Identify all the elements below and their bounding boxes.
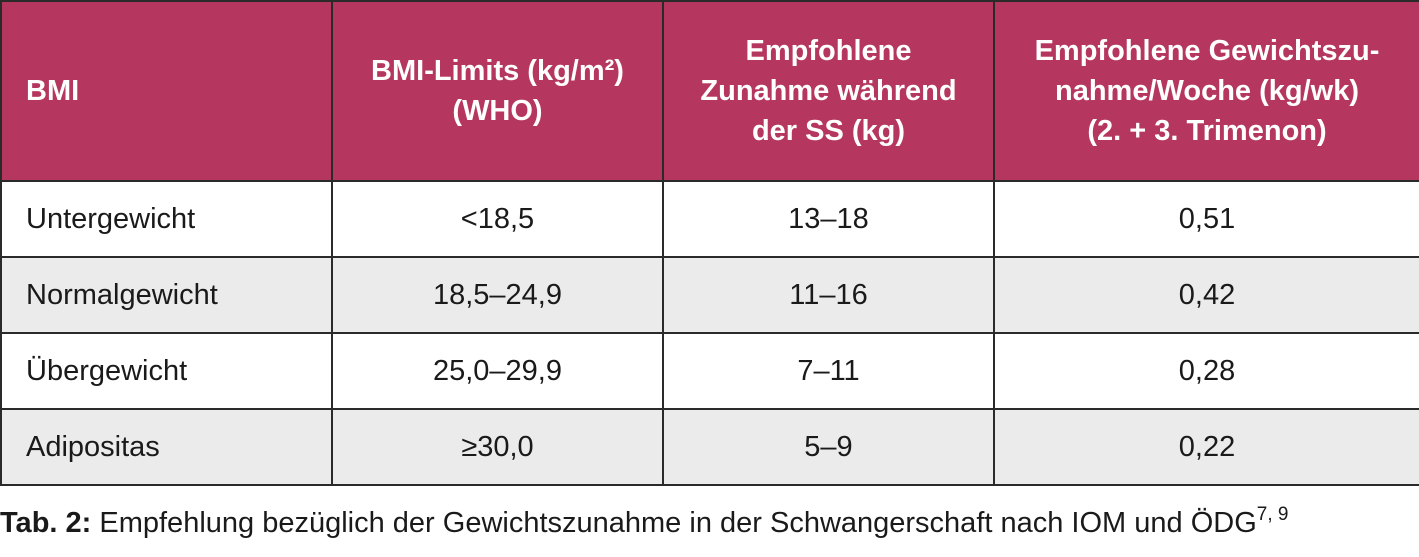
header-row: BMI BMI-Limits (kg/m²) (WHO) Empfohlene Zuna… <box>0 0 1419 182</box>
header-line: nahme/Woche (kg/wk) <box>1054 75 1360 107</box>
header-line: BMI-Limits (kg/m²) <box>371 55 624 87</box>
bmi-table: BMI BMI-Limits (kg/m²) (WHO) Empfohlene Zuna… <box>0 0 1419 486</box>
table-cell: Adipositas <box>0 408 333 486</box>
table-row: Übergewicht 25,0–29,9 7–11 0,28 <box>0 332 1419 410</box>
header-line: BMI <box>26 75 80 107</box>
table-cell: 18,5–24,9 <box>331 256 664 334</box>
header-cell: BMI-Limits (kg/m²) (WHO) <box>331 0 664 182</box>
caption: Tab. 2: Empfehlung bezüglich der Gewicht… <box>0 504 1288 540</box>
header-cell: Empfohlene Gewichtszu-nahme/Woche (kg/wk… <box>993 0 1419 182</box>
header-line: der SS (kg) <box>751 115 906 147</box>
table-cell: Untergewicht <box>0 180 333 258</box>
caption-text: Empfehlung bezüglich der Gewichtszunahme… <box>99 507 1257 539</box>
table-cell: Übergewicht <box>0 332 333 410</box>
header-line: Empfohlene Gewichtszu- <box>1034 35 1380 67</box>
table-cell: 7–11 <box>662 332 995 410</box>
header-line: Empfohlene <box>745 35 912 67</box>
table-cell: 11–16 <box>662 256 995 334</box>
table-cell: ≥30,0 <box>331 408 664 486</box>
table-cell: 0,28 <box>993 332 1419 410</box>
table-body: Untergewicht <18,5 13–18 0,51 Normalgewicht 1… <box>0 180 1419 486</box>
header-line: (2. + 3. Trimenon) <box>1087 115 1327 147</box>
caption-refs: 7, 9 <box>1256 504 1289 525</box>
header-line: Zunahme während <box>700 75 957 107</box>
header-cell: Empfohlene Zunahme während der SS (kg) <box>662 0 995 182</box>
caption-label: Tab. 2: <box>0 507 92 539</box>
table-cell: 0,22 <box>993 408 1419 486</box>
table-row: Adipositas ≥30,0 5–9 0,22 <box>0 408 1419 486</box>
table-cell: 25,0–29,9 <box>331 332 664 410</box>
table-cell: 0,51 <box>993 180 1419 258</box>
header-line: (WHO) <box>452 95 543 127</box>
header-cell: BMI <box>0 0 333 182</box>
table-cell: <18,5 <box>331 180 664 258</box>
table-cell: Normalgewicht <box>0 256 333 334</box>
table-row: Untergewicht <18,5 13–18 0,51 <box>0 180 1419 258</box>
table-cell: 5–9 <box>662 408 995 486</box>
table-cell: 13–18 <box>662 180 995 258</box>
table-cell: 0,42 <box>993 256 1419 334</box>
table-row: Normalgewicht 18,5–24,9 11–16 0,42 <box>0 256 1419 334</box>
